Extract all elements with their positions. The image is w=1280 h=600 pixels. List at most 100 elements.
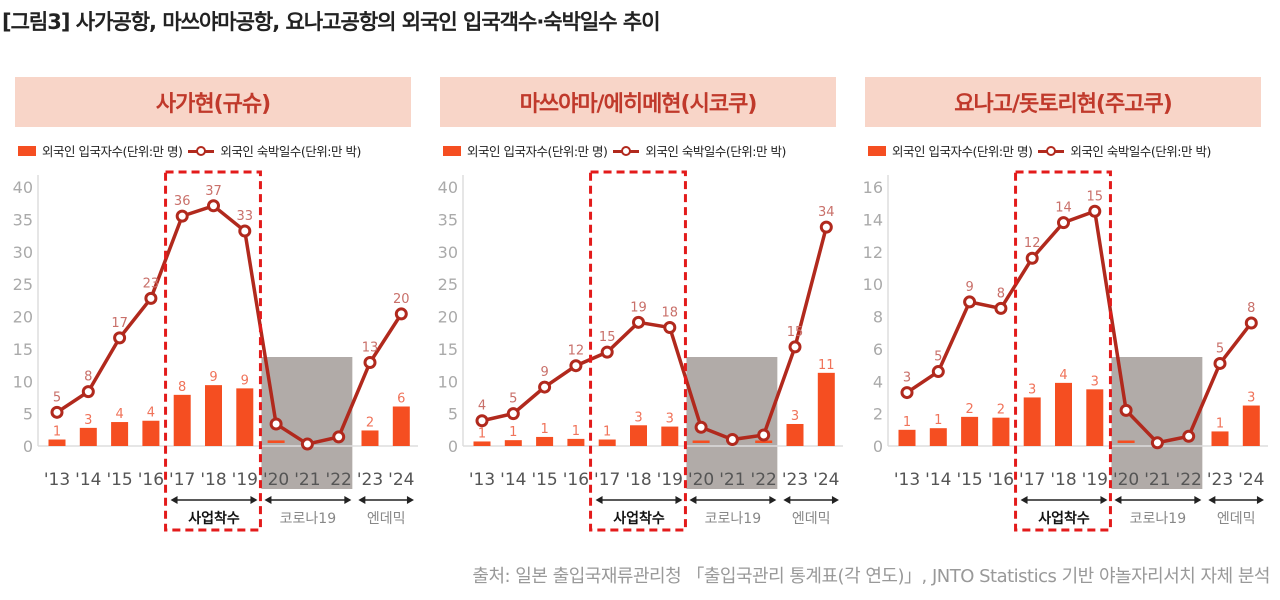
line-data-label: 8 (1247, 301, 1255, 316)
line-data-label: 15 (599, 330, 616, 345)
line-data-label: 13 (362, 340, 379, 355)
y-tick-label: 5 (23, 405, 33, 424)
x-tick-label: '23 (782, 470, 808, 490)
line-point (113, 331, 127, 345)
bar-data-label: 1 (478, 426, 486, 441)
line-point (1119, 403, 1133, 417)
y-tick-label: 6 (873, 340, 883, 359)
bar-data-label: 1 (603, 425, 611, 440)
line-data-label: 33 (237, 209, 254, 224)
period-label: 엔데믹 (1217, 511, 1256, 527)
bar (142, 420, 160, 446)
chart-title: 사가현(규슈) (15, 77, 411, 127)
legend-line-swatch (613, 145, 640, 157)
line-data-label: 5 (509, 392, 517, 407)
line-data-label: 5 (1216, 341, 1224, 356)
y-tick-label: 8 (873, 308, 883, 327)
chart-panel-saga: 사가현(규슈) 외국인 입국자수(단위:만 명) 외국인 숙박일수(단위:만 박… (0, 0, 425, 560)
line-data-label: 3 (903, 371, 911, 386)
bar (598, 439, 616, 446)
bar (267, 440, 285, 443)
line-data-label: 12 (568, 344, 585, 359)
line-point (569, 359, 583, 373)
line-series (481, 226, 828, 442)
line-point (663, 321, 677, 335)
bar (786, 423, 804, 446)
bar (817, 372, 835, 446)
y-tick-label: 30 (13, 243, 33, 262)
bar (79, 427, 97, 446)
line-point (900, 386, 914, 400)
bar (661, 426, 679, 446)
bar (1055, 382, 1072, 446)
x-tick-label: '24 (388, 470, 414, 490)
legend-line-swatch (188, 145, 215, 157)
y-tick-label: 0 (23, 437, 33, 456)
y-tick-label: 35 (438, 210, 458, 229)
line-point (332, 430, 346, 444)
line-point (694, 420, 708, 434)
line-point (1057, 216, 1070, 230)
bar (392, 406, 410, 446)
legend-line-label: 외국인 숙박일수(단위:만 박) (1070, 144, 1211, 159)
line-data-label: 15 (1087, 189, 1104, 204)
line-data-label: 5 (934, 350, 942, 365)
y-tick-label: 15 (13, 340, 33, 359)
legend-bar-label: 외국인 입국자수(단위:만 명) (42, 144, 183, 159)
period-label: 사업착수 (188, 510, 240, 527)
y-tick-label: 25 (438, 275, 458, 294)
x-tick-label: '18 (1050, 470, 1076, 490)
line-point (757, 428, 771, 442)
covid-shade (1111, 357, 1203, 489)
x-tick-label: '19 (232, 470, 258, 490)
bar-data-label: 3 (1028, 382, 1036, 397)
bar-data-label: 2 (965, 402, 973, 417)
line-point (175, 209, 189, 223)
y-tick-label: 30 (438, 243, 458, 262)
bar-data-label: 3 (666, 412, 674, 427)
line-point (819, 220, 833, 234)
line-data-label: 8 (997, 286, 1005, 301)
line-data-label: 34 (818, 205, 835, 220)
period-label: 사업착수 (1038, 510, 1090, 527)
line-data-label: 17 (111, 316, 128, 331)
line-data-label: 19 (630, 300, 647, 315)
x-tick-label: '22 (1176, 470, 1202, 490)
y-tick-label: 16 (863, 178, 883, 197)
x-tick-label: '22 (326, 470, 352, 490)
x-tick-label: '20 (688, 470, 714, 490)
highlight-box (1014, 170, 1112, 532)
bar (48, 439, 66, 446)
bar (1242, 405, 1260, 446)
legend-line-label: 외국인 숙박일수(단위:만 박) (220, 144, 361, 159)
bar-data-label: 1 (509, 425, 517, 440)
line-point (1025, 251, 1039, 265)
bar-data-label: 1 (1216, 416, 1224, 431)
bar-data-label: 3 (1247, 391, 1255, 406)
bar (898, 429, 916, 446)
line-data-label: 8 (84, 370, 92, 385)
y-tick-label: 0 (873, 437, 883, 456)
bar-data-label: 11 (818, 358, 835, 373)
bar (473, 441, 491, 446)
chart-plot: 0510152025303540'13'14'15'16'17'18'19'20… (13, 170, 418, 532)
bar-data-label: 4 (147, 406, 155, 421)
line-point (994, 301, 1008, 315)
line-point (632, 315, 645, 329)
line-point (1244, 316, 1258, 330)
figure-title: [그림3] 사가공항, 마쓰야마공항, 요나고공항의 외국인 입국객수·숙박일수… (2, 10, 661, 34)
bar-data-label: 4 (115, 407, 123, 422)
line-data-label: 5 (53, 390, 61, 405)
x-tick-label: '21 (1144, 470, 1170, 490)
line-point (788, 340, 802, 354)
legend-line-label: 외국인 숙박일수(단위:만 박) (645, 144, 786, 159)
x-tick-label: '23 (357, 470, 383, 490)
line-point (394, 307, 408, 321)
x-tick-label: '13 (469, 470, 495, 490)
y-tick-label: 10 (863, 275, 883, 294)
bar-data-label: 3 (84, 413, 92, 428)
source-note: 출처: 일본 출입국재류관리청 「출입국관리 통계표(각 연도)」, JNTO … (472, 566, 1270, 587)
legend-bar-swatch (868, 145, 886, 156)
bar (1086, 389, 1104, 446)
y-tick-label: 40 (13, 178, 33, 197)
